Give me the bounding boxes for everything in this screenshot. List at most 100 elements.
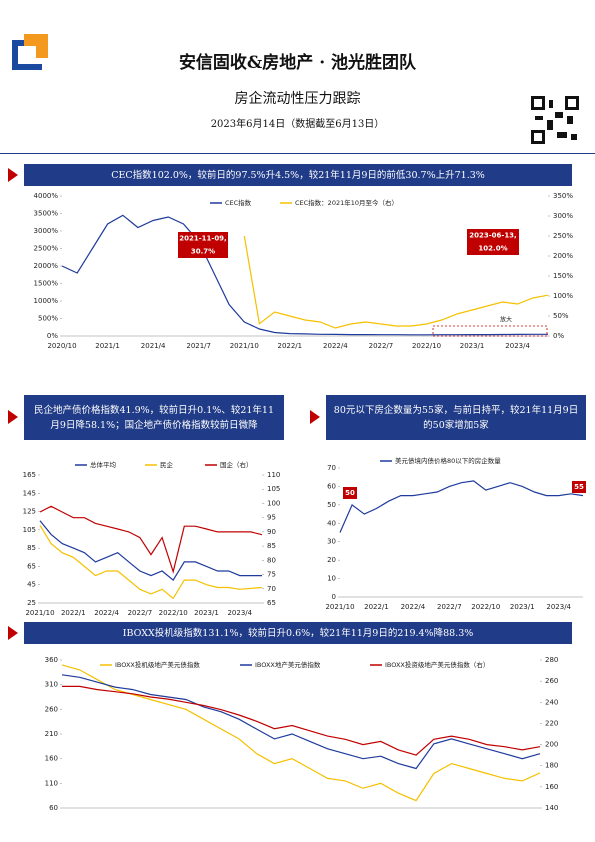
- series-line: [39, 505, 263, 574]
- series-line: [39, 520, 262, 582]
- tick-label: 240: [545, 698, 558, 706]
- tick-label: 100%: [553, 292, 573, 300]
- tick-label: 500%: [38, 315, 58, 323]
- tick-label: 4000%: [34, 192, 59, 200]
- tick-label: 30: [327, 538, 336, 546]
- x-tick-label: 2022/7: [437, 603, 462, 611]
- tick-label: 150%: [553, 272, 573, 280]
- x-tick-label: 2021/10: [230, 342, 259, 350]
- tick-label: 25: [27, 599, 36, 607]
- annotation: 2023-06-13,: [469, 232, 516, 240]
- tick-label: 0%: [553, 332, 564, 340]
- tick-label: 85: [267, 542, 276, 550]
- series-line: [62, 685, 541, 756]
- tick-label: 65: [267, 599, 276, 607]
- tick-label: 1000%: [34, 297, 59, 305]
- tick-label: 50%: [553, 312, 569, 320]
- tick-label: 310: [45, 681, 58, 689]
- x-tick-label: 2022/1: [364, 603, 389, 611]
- x-tick-label: 2023/4: [505, 342, 530, 350]
- tick-label: 1500%: [34, 280, 59, 288]
- series-line: [39, 524, 263, 600]
- tick-label: 280: [545, 656, 558, 664]
- tick-label: 45: [27, 581, 36, 589]
- qr-code: [531, 96, 579, 144]
- tick-label: 250%: [553, 232, 573, 240]
- tick-label: 40: [327, 519, 336, 527]
- annotation: 放大: [500, 316, 512, 324]
- legend-label: IBOXX地产美元债指数: [255, 660, 321, 669]
- tick-label: 160: [545, 783, 558, 791]
- tick-label: 0: [332, 593, 336, 601]
- annotation: 102.0%: [478, 245, 507, 253]
- tick-label: 105: [267, 485, 280, 493]
- annotation: 55: [574, 483, 584, 491]
- x-tick-label: 2021/10: [325, 603, 354, 611]
- tick-label: 360: [45, 656, 58, 664]
- tick-label: 210: [45, 730, 58, 738]
- tick-label: 160: [45, 755, 58, 763]
- divider: [0, 153, 595, 154]
- tick-label: 60: [327, 482, 336, 490]
- series-line: [339, 480, 584, 533]
- banner: 民企地产债价格指数41.9%，较前日升0.1%、较21年11月9日降58.1%；…: [24, 395, 284, 440]
- x-tick-label: 2022/4: [323, 342, 348, 350]
- legend-label: IBOXX投机级地产美元债指数: [115, 660, 200, 669]
- tick-label: 100: [267, 499, 280, 507]
- tick-label: 110: [45, 779, 58, 787]
- tick-label: 300%: [553, 212, 573, 220]
- x-tick-label: 2023/1: [510, 603, 535, 611]
- annotation-box: [572, 481, 586, 493]
- tick-label: 3500%: [34, 210, 59, 218]
- tick-label: 0%: [47, 332, 58, 340]
- legend-label: CEC指数：2021年10月至今（右）: [295, 198, 398, 207]
- legend-label: 总体平均: [90, 460, 117, 469]
- banner: 80元以下房企数量为55家，与前日持平，较21年11月9日的50家增加5家: [326, 395, 586, 440]
- x-tick-label: 2023/4: [546, 603, 571, 611]
- x-tick-label: 2022/4: [94, 609, 119, 617]
- x-tick-label: 2022/10: [471, 603, 500, 611]
- tick-label: 200%: [553, 252, 573, 260]
- x-tick-label: 2022/1: [277, 342, 302, 350]
- tick-label: 70: [267, 585, 276, 593]
- tick-label: 125: [23, 508, 36, 516]
- series-line: [61, 664, 541, 802]
- series-line: [61, 674, 541, 770]
- logo: [12, 34, 48, 70]
- annotation-box: [178, 232, 228, 258]
- x-tick-label: 2022/7: [128, 609, 153, 617]
- x-tick-label: 2020/10: [47, 342, 76, 350]
- tick-label: 60: [49, 804, 58, 812]
- x-tick-label: 2022/10: [412, 342, 441, 350]
- tick-label: 260: [45, 705, 58, 713]
- x-tick-label: 2022/1: [61, 609, 86, 617]
- tick-label: 80: [267, 556, 276, 564]
- annotation: 2021-11-09,: [179, 235, 226, 243]
- x-tick-label: 2021/7: [186, 342, 211, 350]
- tick-label: 10: [327, 575, 336, 583]
- series-line: [243, 235, 549, 329]
- legend-label: 美元债境内债价格80以下的房企数量: [395, 456, 501, 465]
- annotation-box: [467, 229, 519, 255]
- report-date: 2023年6月14日（数据截至6月13日）: [210, 119, 385, 130]
- x-tick-label: 2021/1: [95, 342, 120, 350]
- x-tick-label: 2023/1: [194, 609, 219, 617]
- x-tick-label: 2022/7: [369, 342, 394, 350]
- x-tick-label: 2022/4: [401, 603, 426, 611]
- tick-label: 20: [327, 556, 336, 564]
- tick-label: 140: [545, 804, 558, 812]
- tick-label: 50: [327, 501, 336, 509]
- zoom-box: [432, 325, 548, 337]
- x-tick-label: 2021/4: [141, 342, 166, 350]
- annotation: 50: [345, 489, 355, 497]
- banner: CEC指数102.0%，较前日的97.5%升4.5%，较21年11月9日的前低3…: [24, 164, 572, 186]
- tick-label: 75: [267, 571, 276, 579]
- legend-label: 国企（右）: [220, 460, 253, 469]
- series-line: [61, 214, 548, 336]
- x-tick-label: 2021/10: [25, 609, 54, 617]
- tick-label: 2500%: [34, 245, 59, 253]
- tick-label: 260: [545, 677, 558, 685]
- tick-label: 165: [23, 471, 36, 479]
- legend-label: 民企: [160, 460, 174, 469]
